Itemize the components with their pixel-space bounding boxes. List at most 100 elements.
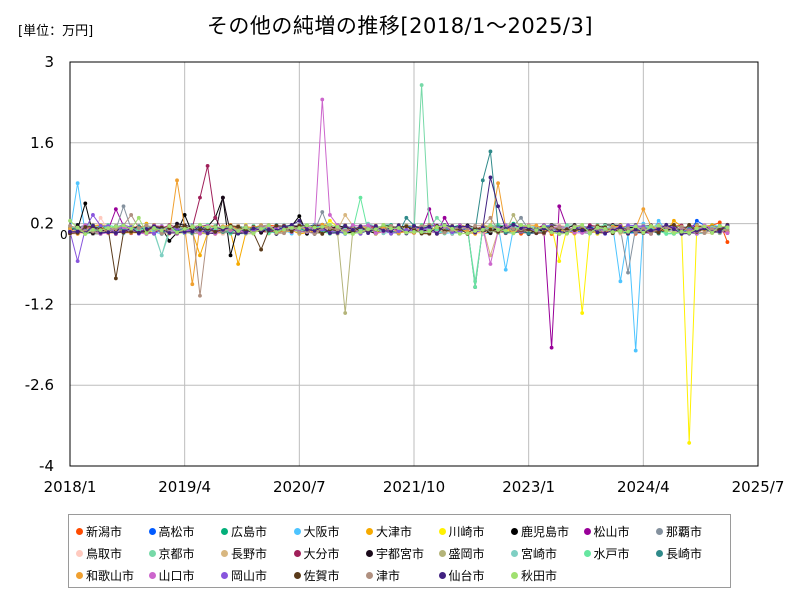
data-point xyxy=(136,215,141,220)
data-point xyxy=(580,311,585,315)
legend-marker-icon xyxy=(511,571,518,579)
data-point xyxy=(503,228,508,233)
data-point xyxy=(404,215,409,220)
data-point xyxy=(473,223,478,228)
data-point xyxy=(274,223,279,228)
data-point xyxy=(198,231,202,236)
legend-item: 仙台市 xyxy=(438,564,512,586)
data-point xyxy=(641,230,646,235)
legend-label: 広島市 xyxy=(231,524,268,539)
data-point xyxy=(649,228,653,233)
legend-label: 大阪市 xyxy=(303,524,340,539)
data-point xyxy=(672,222,676,227)
legend-marker-icon xyxy=(438,527,446,535)
data-point xyxy=(389,229,393,234)
y-tick-label: 0.2 xyxy=(30,215,54,233)
legend-marker-icon xyxy=(438,549,446,557)
data-point xyxy=(175,221,179,226)
x-tick-label: 2020/7 xyxy=(273,478,326,496)
data-point xyxy=(702,231,707,236)
data-point xyxy=(373,231,378,235)
data-point xyxy=(435,227,439,232)
data-point xyxy=(618,229,623,233)
legend-marker-icon xyxy=(293,571,301,579)
data-point xyxy=(98,215,103,220)
data-point xyxy=(243,230,248,235)
data-point xyxy=(75,181,80,186)
data-point xyxy=(198,195,202,200)
legend-marker-icon xyxy=(76,549,83,557)
data-point xyxy=(182,227,187,231)
data-point xyxy=(144,227,149,231)
legend-label: 和歌山市 xyxy=(86,568,135,583)
legend-marker-icon xyxy=(438,571,446,579)
data-point xyxy=(580,228,585,233)
legend-marker-icon xyxy=(148,527,156,535)
data-point xyxy=(305,223,309,228)
data-point xyxy=(320,97,325,102)
data-point xyxy=(396,229,401,234)
legend-marker-icon xyxy=(511,527,518,535)
legend-item: 大津市 xyxy=(366,520,439,542)
data-point xyxy=(297,226,302,230)
data-point xyxy=(694,226,699,231)
data-point xyxy=(266,227,271,232)
data-point xyxy=(243,225,248,230)
legend-label: 佐賀市 xyxy=(303,568,340,583)
data-point xyxy=(649,224,653,229)
data-point xyxy=(618,279,623,284)
data-point xyxy=(205,163,210,168)
data-point xyxy=(641,207,646,212)
data-point xyxy=(335,224,340,229)
data-point xyxy=(358,230,363,234)
data-point xyxy=(465,231,470,236)
data-point xyxy=(75,225,80,230)
data-point xyxy=(159,228,164,233)
data-point xyxy=(282,231,286,236)
data-point xyxy=(564,231,569,236)
data-point xyxy=(435,215,439,220)
legend-label: 松山市 xyxy=(593,524,630,539)
legend-label: 津市 xyxy=(376,568,401,583)
data-point xyxy=(725,225,730,230)
data-point xyxy=(519,215,523,220)
data-point xyxy=(320,210,325,214)
data-point xyxy=(159,231,164,236)
legend-item: 長崎市 xyxy=(656,542,729,564)
grid-lines xyxy=(70,62,758,466)
legend-marker-icon xyxy=(221,549,228,557)
series-line xyxy=(69,220,728,444)
legend-label: 京都市 xyxy=(158,546,195,561)
data-point xyxy=(389,226,393,231)
data-point xyxy=(603,231,608,236)
plot-frame xyxy=(69,61,759,467)
data-point xyxy=(106,226,111,230)
zero-label: 0 xyxy=(60,228,68,242)
data-point xyxy=(656,218,661,223)
data-point xyxy=(542,224,546,229)
data-point xyxy=(442,223,447,228)
legend-label: 鹿児島市 xyxy=(521,524,570,539)
data-point xyxy=(113,231,118,235)
data-point xyxy=(75,223,80,227)
data-point xyxy=(121,229,126,234)
data-point xyxy=(381,228,386,233)
data-point xyxy=(672,218,676,223)
data-point xyxy=(626,223,630,228)
data-point xyxy=(297,230,302,235)
data-point xyxy=(725,231,730,235)
data-point xyxy=(175,178,179,183)
data-point xyxy=(664,228,669,233)
data-point xyxy=(129,213,134,217)
data-point xyxy=(343,311,348,315)
data-point xyxy=(350,223,355,227)
data-point xyxy=(633,230,638,235)
data-point xyxy=(366,223,371,228)
data-point xyxy=(389,231,393,236)
y-axis-ticks: 3 1.6 0.2 -1.2 -2.6 -4 xyxy=(25,53,54,475)
data-point xyxy=(396,223,401,228)
data-point xyxy=(259,224,264,229)
legend-marker-icon xyxy=(76,571,83,579)
data-point xyxy=(167,224,172,228)
data-point xyxy=(198,227,202,232)
